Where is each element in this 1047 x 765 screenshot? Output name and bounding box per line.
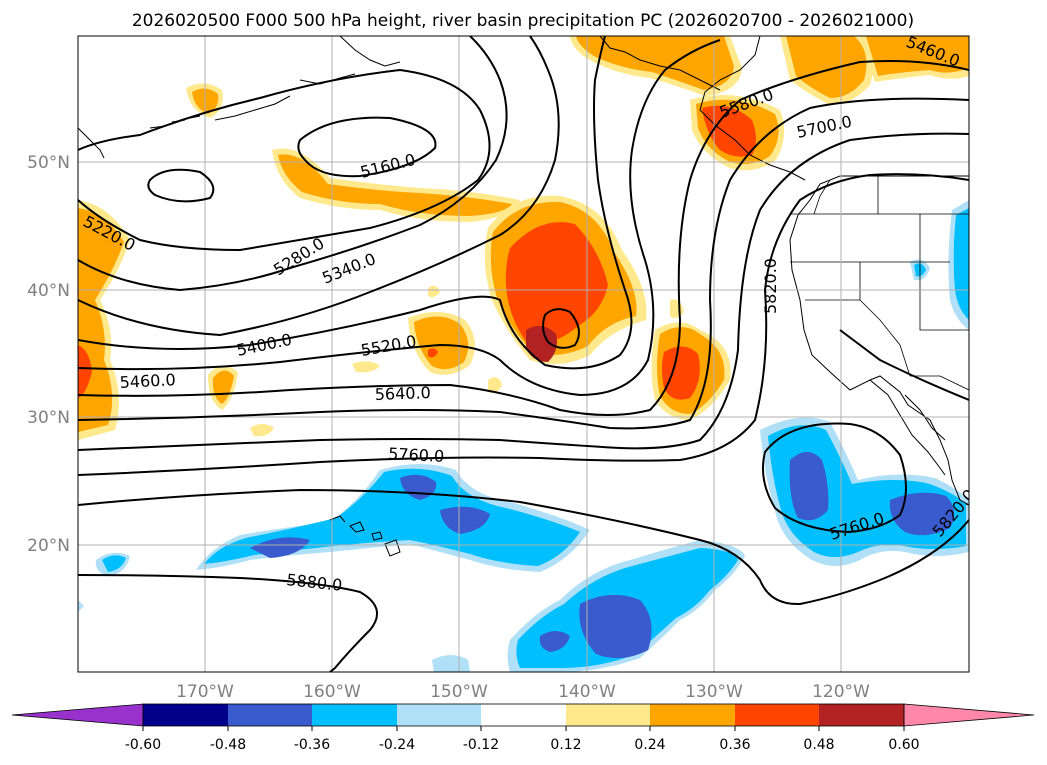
contour-label: 5760.0 xyxy=(388,444,445,466)
colorbar-bin xyxy=(397,704,481,726)
longitude-labels: 170°W 160°W 150°W 140°W 130°W 120°W xyxy=(176,682,870,702)
colorbar-bin xyxy=(481,704,566,726)
map-frame xyxy=(77,35,970,673)
negative-anomaly-royalblue xyxy=(250,452,955,659)
colorbar-extend-high xyxy=(903,703,1035,727)
colorbar: -0.60 -0.48 -0.36 -0.24 -0.12 0.12 0.24 … xyxy=(11,703,1035,753)
colorbar-tick-label: -0.24 xyxy=(379,737,415,753)
graticule xyxy=(78,36,969,672)
lat-label: 30°N xyxy=(27,408,70,428)
colorbar-tick-label: 0.60 xyxy=(888,737,919,753)
colorbar-bin xyxy=(143,704,228,726)
lon-label: 140°W xyxy=(558,682,616,702)
lat-label: 40°N xyxy=(27,281,70,301)
colorbar-bin xyxy=(228,704,312,726)
contour-label: 5640.0 xyxy=(374,383,431,404)
lat-label: 50°N xyxy=(27,153,70,173)
colorbar-bin xyxy=(650,704,735,726)
colorbar-tick-label: -0.36 xyxy=(294,737,330,753)
positive-anomaly-red xyxy=(78,105,756,400)
colorbar-extend-low xyxy=(11,703,144,727)
colorbar-bin xyxy=(735,704,819,726)
colorbar-tick-label: 0.48 xyxy=(803,737,834,753)
colorbar-tick-label: 0.24 xyxy=(634,737,665,753)
colorbar-tick-label: -0.60 xyxy=(125,737,161,753)
height-contours xyxy=(78,36,969,672)
lon-label: 170°W xyxy=(176,682,234,702)
map-area: 5160.0 5220.0 5280.0 5340.0 5400.0 5460.… xyxy=(78,36,969,672)
coastlines xyxy=(78,36,969,557)
lat-label: 20°N xyxy=(27,536,70,556)
lon-label: 130°W xyxy=(685,682,743,702)
figure-title: 2026020500 F000 500 hPa height, river ba… xyxy=(132,11,914,31)
contour-label: 5460.0 xyxy=(119,370,176,392)
colorbar-bin xyxy=(312,704,397,726)
colorbar-tick-label: 0.36 xyxy=(719,737,750,753)
colorbar-tick-label: -0.48 xyxy=(210,737,246,753)
political-borders xyxy=(790,176,969,391)
colorbar-bin xyxy=(566,704,650,726)
lon-label: 120°W xyxy=(812,682,870,702)
contour-label: 5820.0 xyxy=(761,258,780,314)
latitude-labels: 50°N 40°N 30°N 20°N xyxy=(27,153,70,556)
colorbar-tick-label: 0.12 xyxy=(550,737,581,753)
colorbar-tick-label: -0.12 xyxy=(463,737,499,753)
colorbar-bin xyxy=(819,704,904,726)
lon-label: 160°W xyxy=(303,682,361,702)
lon-label: 150°W xyxy=(430,682,488,702)
positive-anomaly-darkred xyxy=(526,325,557,362)
